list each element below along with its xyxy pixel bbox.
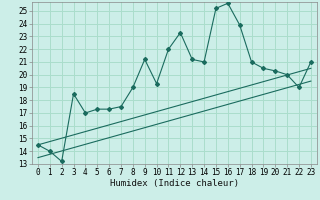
X-axis label: Humidex (Indice chaleur): Humidex (Indice chaleur) bbox=[110, 179, 239, 188]
